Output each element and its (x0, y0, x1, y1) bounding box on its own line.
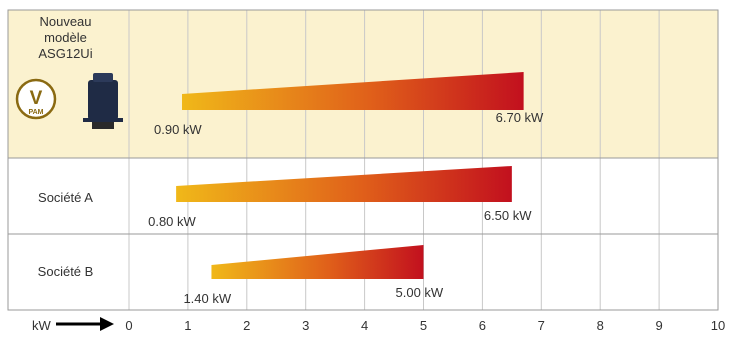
unit-base (83, 118, 123, 122)
x-tick-label: 6 (479, 318, 486, 333)
range-bar (182, 72, 524, 110)
unit-body (88, 80, 118, 120)
min-value-label: 0.90 kW (154, 122, 202, 137)
chart-frame (7, 9, 719, 311)
min-value-label: 0.80 kW (148, 214, 196, 229)
max-value-label: 6.70 kW (496, 110, 544, 125)
row-label-societe-b: Société B (8, 264, 123, 280)
row-label-societe-a: Société A (8, 190, 123, 206)
x-tick-label: 0 (125, 318, 132, 333)
pam-logo-letter: V (30, 88, 43, 109)
x-tick-label: 4 (361, 318, 368, 333)
x-tick-label: 5 (420, 318, 427, 333)
max-value-label: 5.00 kW (396, 285, 444, 300)
min-value-label: 1.40 kW (183, 291, 231, 306)
pam-logo-text: PAM (28, 109, 43, 116)
x-tick-label: 2 (243, 318, 250, 333)
range-bar (176, 166, 512, 202)
row-label-line: Nouveau (39, 14, 92, 29)
x-tick-label: 8 (597, 318, 604, 333)
unit-stand (92, 122, 114, 129)
row-label-line: Société B (37, 264, 94, 279)
x-unit-label: kW (32, 318, 52, 333)
x-tick-label: 9 (655, 318, 662, 333)
range-bar (211, 245, 424, 279)
outdoor-unit-icon (83, 73, 123, 129)
x-tick-label: 1 (184, 318, 191, 333)
row-label-asg12ui: Nouveau modèle ASG12Ui (8, 14, 123, 62)
x-tick-label: 10 (711, 318, 725, 333)
arrow-right-icon (100, 317, 114, 331)
max-value-label: 6.50 kW (484, 208, 532, 223)
x-tick-label: 7 (538, 318, 545, 333)
x-tick-label: 3 (302, 318, 309, 333)
row-label-line: Société A (38, 190, 93, 205)
row-label-line: modèle (44, 30, 87, 45)
row-label-line: ASG12Ui (38, 46, 93, 61)
unit-cap (93, 73, 113, 82)
pam-logo-icon (15, 78, 57, 120)
